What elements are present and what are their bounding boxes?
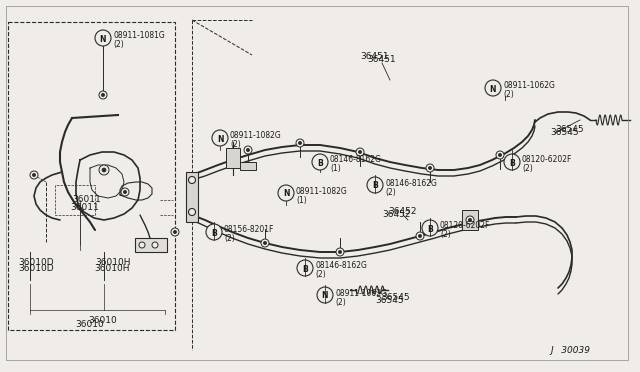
Circle shape (499, 153, 502, 157)
Text: (2): (2) (113, 41, 124, 49)
Text: (1): (1) (330, 164, 340, 173)
Text: (1): (1) (296, 196, 307, 205)
Circle shape (173, 230, 177, 234)
Text: B: B (302, 264, 308, 273)
Text: B: B (509, 158, 515, 167)
Text: (2): (2) (335, 298, 346, 307)
Text: 08911-1082G: 08911-1082G (230, 131, 282, 141)
Text: N: N (217, 135, 223, 144)
Text: 36451: 36451 (367, 55, 396, 64)
Text: (2): (2) (522, 164, 532, 173)
Text: B: B (372, 182, 378, 190)
Circle shape (339, 250, 342, 254)
Circle shape (504, 154, 520, 170)
Text: (2): (2) (230, 141, 241, 150)
Circle shape (416, 232, 424, 240)
Text: 36010H: 36010H (94, 264, 129, 273)
Circle shape (336, 248, 344, 256)
Text: (2): (2) (440, 231, 451, 240)
Text: N: N (283, 189, 289, 199)
Circle shape (367, 177, 383, 193)
Text: (2): (2) (385, 187, 396, 196)
Circle shape (419, 234, 422, 238)
Text: N: N (100, 35, 106, 44)
Text: 08120-6202F: 08120-6202F (522, 155, 572, 164)
Text: 08120-6202F: 08120-6202F (440, 221, 490, 231)
Bar (226, 148, 240, 168)
Circle shape (278, 185, 294, 201)
Text: 36545: 36545 (555, 125, 584, 134)
Text: 36451: 36451 (360, 52, 388, 61)
Text: 36545: 36545 (375, 296, 404, 305)
Text: J   30039: J 30039 (550, 346, 590, 355)
Circle shape (468, 218, 472, 222)
Circle shape (312, 154, 328, 170)
Circle shape (298, 141, 301, 145)
Circle shape (139, 242, 145, 248)
Text: 36545: 36545 (381, 293, 410, 302)
Text: 36545: 36545 (550, 128, 579, 137)
Text: 36010: 36010 (88, 316, 116, 325)
Circle shape (261, 239, 269, 247)
Circle shape (99, 91, 107, 99)
Text: (2): (2) (503, 90, 514, 99)
Text: (2): (2) (315, 270, 326, 279)
Text: 08911-1082G: 08911-1082G (296, 186, 348, 196)
Circle shape (317, 287, 333, 303)
Bar (135, 238, 167, 252)
Text: 08911-1062G: 08911-1062G (335, 289, 387, 298)
Circle shape (466, 216, 474, 224)
Text: 08146-8162G: 08146-8162G (330, 155, 382, 164)
Circle shape (496, 151, 504, 159)
Circle shape (296, 139, 304, 147)
Bar (240, 162, 256, 170)
Circle shape (30, 171, 38, 179)
Circle shape (422, 220, 438, 236)
Circle shape (358, 150, 362, 154)
Circle shape (124, 190, 127, 193)
Circle shape (244, 146, 252, 154)
Text: N: N (322, 292, 328, 301)
Text: 36452: 36452 (382, 210, 410, 219)
Text: 08911-1062G: 08911-1062G (503, 81, 555, 90)
Bar (186, 172, 198, 222)
Text: 36010D: 36010D (18, 258, 54, 267)
Circle shape (206, 224, 222, 240)
Circle shape (212, 130, 228, 146)
Circle shape (189, 208, 195, 215)
Text: 36011: 36011 (70, 203, 99, 212)
Text: N: N (490, 84, 496, 93)
Circle shape (33, 173, 36, 177)
Bar (462, 210, 478, 230)
Circle shape (102, 168, 106, 172)
Circle shape (264, 241, 267, 245)
Circle shape (297, 260, 313, 276)
Circle shape (101, 93, 104, 97)
Circle shape (246, 148, 250, 152)
Text: 36010D: 36010D (18, 264, 54, 273)
Text: B: B (427, 224, 433, 234)
Circle shape (428, 166, 431, 170)
Circle shape (189, 176, 195, 183)
Text: 36010: 36010 (75, 320, 104, 329)
Circle shape (356, 148, 364, 156)
Text: B: B (211, 228, 217, 237)
Text: 08156-8201F: 08156-8201F (224, 225, 275, 234)
Text: 36011: 36011 (72, 195, 100, 204)
Circle shape (485, 80, 501, 96)
Text: 08911-1081G: 08911-1081G (113, 32, 164, 41)
Circle shape (426, 164, 434, 172)
Bar (8, 22, 175, 330)
Circle shape (171, 228, 179, 236)
Circle shape (121, 188, 129, 196)
Circle shape (152, 242, 158, 248)
Text: 08146-8162G: 08146-8162G (315, 262, 367, 270)
Circle shape (95, 30, 111, 46)
Text: B: B (317, 158, 323, 167)
Text: 36452: 36452 (388, 207, 417, 216)
Text: (2): (2) (224, 234, 235, 244)
Circle shape (99, 165, 109, 175)
Text: 36010H: 36010H (95, 258, 131, 267)
Text: 08146-8162G: 08146-8162G (385, 179, 437, 187)
